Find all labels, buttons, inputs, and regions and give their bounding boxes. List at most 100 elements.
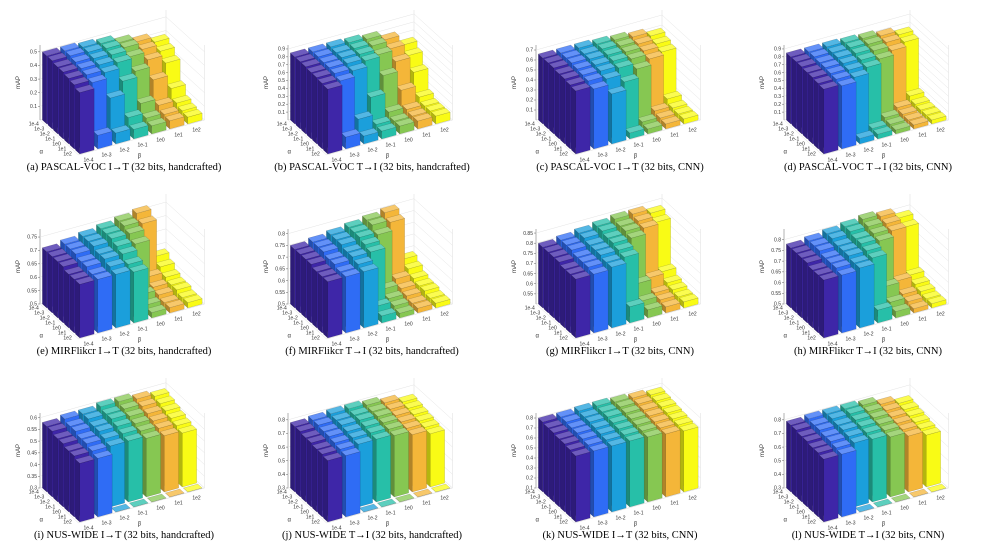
bar-top-face (644, 269, 664, 278)
bar-top-face (585, 50, 605, 60)
z-tick-label: 0.55 (27, 288, 37, 294)
z-tick-label: 0.8 (526, 416, 533, 422)
bar-left-face (290, 52, 295, 125)
bar-top-face (574, 39, 594, 49)
caption: (c) PASCAL-VOC I→T (32 bits, CNN) (536, 162, 704, 173)
bar-top-face (69, 271, 89, 280)
z-tick-label: 0.55 (27, 427, 37, 433)
bar-top-face (813, 444, 833, 454)
alpha-tick-label: 1e1 (554, 147, 563, 153)
bar-top-face (651, 35, 671, 45)
bar-top-face (60, 410, 80, 420)
bar-top-face (147, 493, 167, 503)
bar-top-face (572, 249, 592, 258)
bar-top-face (809, 48, 829, 58)
bar-top-face (786, 239, 806, 249)
bar-top-face (820, 59, 840, 68)
bar-top-face (833, 49, 853, 58)
bar-top-face (353, 111, 373, 120)
bar-top-face (899, 401, 919, 410)
bar-top-face (679, 422, 699, 432)
bar-front-face (97, 454, 113, 518)
alpha-tick-label: 1e2 (311, 336, 320, 342)
beta-tick-label: 1e1 (670, 317, 679, 323)
bar-top-face (125, 408, 145, 417)
alpha-tick-label: 1e2 (63, 152, 72, 158)
bar-top-face (881, 215, 901, 224)
bar-top-face (112, 238, 132, 247)
bar-top-face (844, 61, 864, 71)
bar-top-face (840, 400, 860, 409)
alpha-tick-label: 1e0 (796, 326, 805, 332)
z-tick-label: 0.35 (27, 474, 37, 480)
bar-left-face (560, 439, 565, 513)
alpha-tick-label: 1e-4 (277, 122, 287, 128)
bar-left-face (317, 272, 323, 334)
grid-line (535, 197, 701, 234)
bar-top-face (574, 402, 594, 412)
bar-top-face (89, 238, 109, 247)
z-tick-label: 0.6 (278, 278, 285, 284)
beta-tick-label: 1e-1 (881, 143, 891, 149)
bar-top-face (826, 65, 846, 74)
grid-line (39, 382, 205, 418)
z-tick-label: 0.75 (27, 235, 37, 241)
bar-top-face (662, 90, 682, 100)
bar-top-face (389, 112, 409, 122)
bar-top-face (579, 229, 599, 239)
bar-front-face (394, 431, 409, 498)
bar-top-face (341, 128, 361, 138)
beta-tick-label: 1e-2 (615, 332, 625, 338)
z-tick-label: 0.4 (278, 86, 285, 92)
bar-top-face (395, 117, 415, 127)
bar-top-face (880, 422, 900, 431)
beta-tick-label: 1e2 (192, 496, 201, 502)
bar-top-face (856, 235, 876, 244)
alpha-tick-label: 1e-1 (293, 137, 303, 143)
bar-top-face (123, 256, 143, 265)
bar-top-face (148, 279, 168, 288)
bar-front-face (575, 275, 591, 339)
bar-left-face (538, 417, 543, 493)
subplot: 0.50.550.60.650.70.750.8mAP1e-41e-31e-21… (264, 194, 459, 357)
alpha-tick-label: 1e1 (58, 147, 67, 153)
bar-top-face (628, 205, 648, 215)
bar-top-face (662, 404, 682, 414)
beta-tick-label: 1e-1 (137, 511, 147, 517)
beta-tick-label: 1e-3 (101, 521, 111, 527)
bar-top-face (385, 40, 405, 49)
z-axis-label: mAP (760, 260, 766, 273)
bar-top-face (331, 412, 351, 421)
beta-tick-label: 1e-1 (385, 511, 395, 517)
bar-top-face (413, 300, 433, 309)
bar-top-face (673, 105, 693, 115)
bar-top-face (425, 102, 445, 112)
beta-tick-label: 1e-4 (579, 158, 589, 164)
bar-top-face (571, 447, 591, 457)
bar-top-face (65, 240, 85, 250)
bar-left-face (543, 58, 549, 130)
z-tick-label: 0.3 (278, 486, 285, 492)
bar-top-face (155, 395, 175, 404)
z-tick-label: 0.55 (523, 292, 533, 298)
bar-top-face (808, 439, 828, 449)
bar-top-face (114, 393, 134, 402)
bar-top-face (384, 290, 404, 299)
bar-top-face (319, 243, 339, 253)
bar-top-face (615, 217, 635, 227)
bar-top-face (603, 408, 623, 418)
bar-top-face (657, 263, 677, 272)
bar-front-face (79, 88, 95, 155)
bar-top-face (845, 223, 865, 232)
bar-top-face (396, 82, 416, 91)
bar-top-face (105, 258, 125, 267)
bar-top-face (53, 430, 73, 439)
bar-top-face (107, 410, 127, 420)
z-tick-label: 0.1 (774, 110, 781, 116)
bar-front-face (629, 436, 645, 508)
bar-top-face (136, 95, 156, 104)
bar-top-face (407, 295, 427, 304)
alpha-tick-label: 1e-3 (34, 127, 44, 133)
bar-top-face (644, 407, 664, 417)
bar-top-face (58, 64, 78, 73)
